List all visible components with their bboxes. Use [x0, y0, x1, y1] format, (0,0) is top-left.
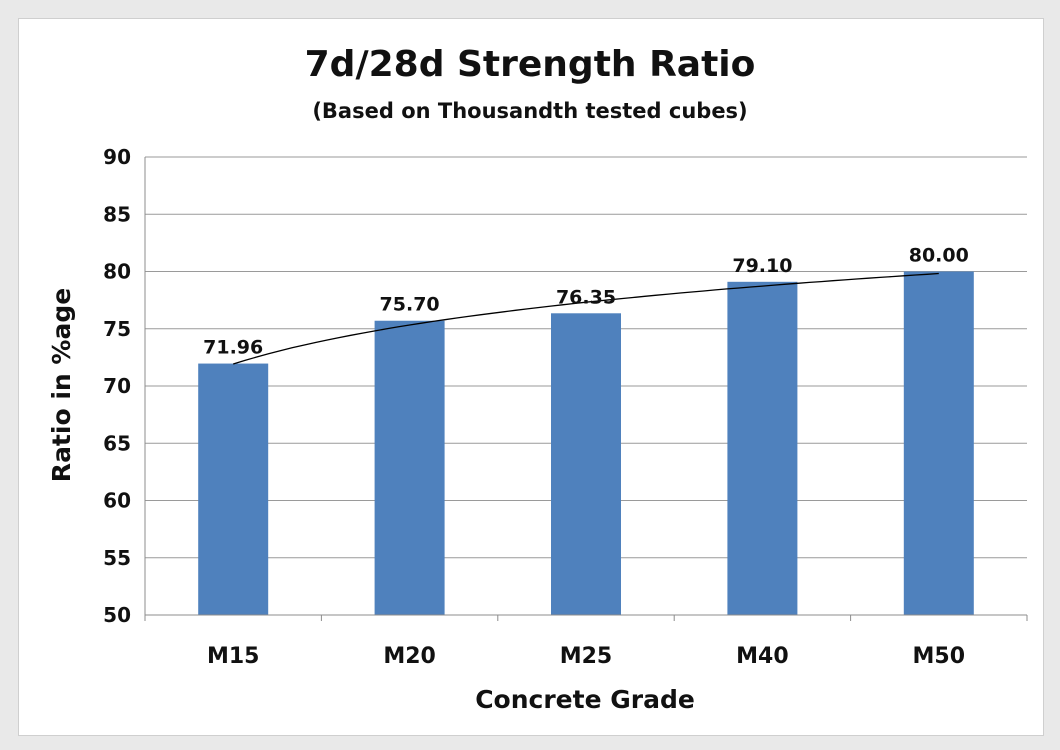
bar-m25: [551, 313, 621, 615]
y-tick-label: 85: [103, 202, 131, 226]
bar-m20: [374, 320, 445, 615]
bar-m15: [198, 363, 269, 615]
y-tick-label: 60: [103, 489, 131, 513]
chart-frame: [18, 18, 1044, 736]
y-tick-label: 50: [103, 603, 131, 627]
bars: [198, 271, 974, 615]
y-tick-label: 70: [103, 374, 131, 398]
y-tick-label: 90: [103, 145, 131, 169]
bar-m50: [903, 271, 974, 615]
y-tick-label: 75: [103, 317, 131, 341]
data-label: 71.96: [203, 337, 263, 359]
trendline: [233, 272, 939, 365]
y-tick-label: 80: [103, 260, 131, 284]
x-tick-label: M40: [736, 644, 789, 669]
y-tick-label: 65: [103, 431, 131, 455]
data-label: 80.00: [909, 245, 969, 267]
x-axis-title: Concrete Grade: [475, 685, 695, 714]
data-label: 79.10: [732, 255, 792, 277]
data-label: 76.35: [556, 286, 616, 308]
x-tick-label: M20: [383, 644, 436, 669]
x-tick-label: M50: [913, 644, 966, 669]
y-axis-title: Ratio in %age: [47, 288, 76, 482]
x-tick-label: M15: [207, 644, 260, 669]
axes: 50 55 60 65 70 75 80 85 90 M15 M20 M25 M40 M50: [103, 145, 1028, 669]
bar-m40: [727, 281, 798, 615]
chart-subtitle: (Based on Thousandth tested cubes): [312, 99, 747, 123]
chart-title: 7d/28d Strength Ratio: [305, 44, 756, 85]
trendline-group: [233, 272, 939, 365]
y-tick-label: 55: [103, 546, 131, 570]
data-label: 75.70: [380, 294, 440, 316]
x-tick-label: M25: [560, 644, 613, 669]
data-labels: 71.96 75.70 76.35 79.10 80.00: [203, 245, 969, 359]
